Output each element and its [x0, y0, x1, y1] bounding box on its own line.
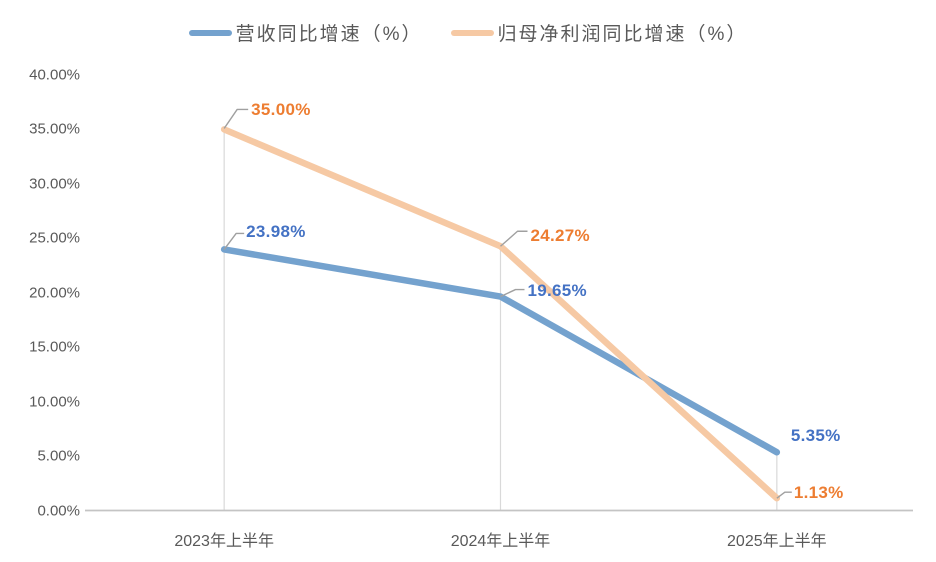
legend-marker-net-profit-growth-icon [450, 29, 494, 36]
label-leader-line [500, 288, 525, 298]
data-label-revenue-growth-1: 19.65% [527, 280, 587, 300]
legend: 营收同比增速（%） 归母净利润同比增速（%） [0, 19, 936, 46]
y-axis-tick-7: 5.00% [37, 447, 80, 465]
label-leader-line [223, 232, 245, 250]
legend-item-net-profit-growth[interactable]: 归母净利润同比增速（%） [450, 19, 748, 46]
y-axis-tick-2: 30.00% [29, 175, 80, 193]
y-axis-tick-8: 0.00% [37, 502, 80, 519]
legend-label-net-profit-growth: 归母净利润同比增速（%） [497, 24, 748, 45]
data-label-net-profit-growth-0: 35.00% [251, 100, 311, 120]
label-leader-line [223, 108, 249, 129]
data-label-revenue-growth-0: 23.98% [246, 222, 306, 242]
y-axis-tick-1: 35.00% [29, 120, 80, 138]
legend-item-revenue-growth[interactable]: 营收同比增速（%） [188, 19, 423, 46]
y-axis-tick-3: 25.00% [29, 229, 80, 247]
legend-label-revenue-growth: 营收同比增速（%） [235, 24, 423, 45]
x-axis-label-0: 2023年上半年 [174, 533, 274, 550]
x-axis-label-1: 2024年上半年 [450, 533, 551, 550]
data-label-net-profit-growth-1: 24.27% [530, 226, 590, 246]
x-axis-label-2: 2025年上半年 [727, 533, 827, 550]
label-leader-line [500, 230, 528, 247]
data-label-revenue-growth-2: 5.35% [790, 426, 841, 446]
y-axis-tick-0: 40.00% [29, 66, 80, 84]
data-label-net-profit-growth-2: 1.13% [793, 483, 844, 503]
legend-marker-revenue-growth-icon [188, 29, 232, 36]
label-leader-line [776, 491, 792, 499]
y-axis-tick-5: 15.00% [29, 338, 80, 356]
y-axis-tick-4: 20.00% [29, 284, 80, 302]
y-axis-tick-6: 10.00% [29, 393, 80, 411]
